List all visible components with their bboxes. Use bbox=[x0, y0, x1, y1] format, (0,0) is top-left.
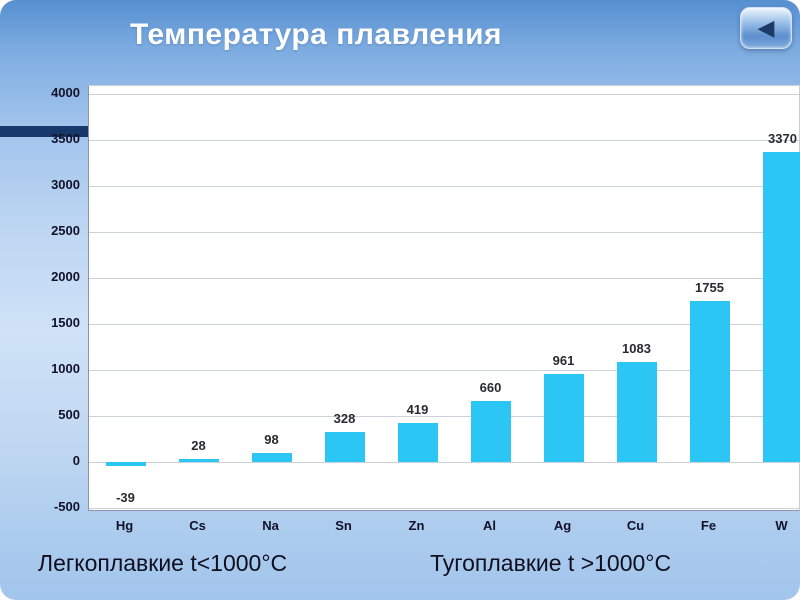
y-axis-tick-label: 3000 bbox=[51, 177, 80, 192]
bar-value-label: -39 bbox=[116, 489, 135, 505]
bar-al bbox=[470, 401, 511, 462]
decorative-stripe bbox=[0, 126, 88, 137]
bar-ag bbox=[543, 373, 584, 462]
bar-zn bbox=[397, 423, 438, 462]
gridline bbox=[89, 140, 799, 141]
gridline bbox=[89, 508, 799, 509]
caption-refractory-metals: Тугоплавкие t >1000°C bbox=[430, 550, 672, 576]
x-axis-label: Cs bbox=[189, 518, 206, 533]
y-axis-tick-label: 2500 bbox=[51, 223, 80, 238]
bar-cs bbox=[178, 459, 219, 462]
y-axis-tick-label: 1500 bbox=[51, 315, 80, 330]
gridline bbox=[89, 416, 799, 417]
gridline bbox=[89, 370, 799, 371]
y-axis-tick-label: 0 bbox=[72, 453, 80, 468]
bar-value-label: 1755 bbox=[695, 279, 724, 295]
x-axis-label: Cu bbox=[626, 518, 645, 533]
x-axis-label: Na bbox=[262, 518, 279, 533]
bar-w bbox=[762, 151, 800, 462]
bar-value-label: 328 bbox=[333, 410, 356, 426]
bar-value-label: 1083 bbox=[622, 341, 651, 357]
x-axis-label: Ag bbox=[553, 518, 572, 533]
bar-value-label: 961 bbox=[552, 352, 575, 368]
gridline bbox=[89, 324, 799, 325]
bar-value-label: 660 bbox=[479, 380, 502, 396]
gridline bbox=[89, 278, 799, 279]
y-axis-tick-label: -500 bbox=[53, 499, 80, 514]
x-axis-label: Hg bbox=[115, 518, 134, 533]
bar-chart: -39 28 98 328 419 660 961 1083 1755 3370 bbox=[88, 85, 800, 511]
back-arrow-icon: ◀ bbox=[757, 15, 775, 40]
x-axis-label: Al bbox=[483, 518, 496, 533]
bar-value-label: 419 bbox=[406, 402, 429, 418]
gridline bbox=[89, 186, 799, 187]
x-axis-label: W bbox=[775, 518, 788, 533]
bar-fe bbox=[689, 300, 730, 462]
bar-na bbox=[251, 452, 292, 462]
x-axis-label: Zn bbox=[408, 518, 425, 533]
x-axis-label: Sn bbox=[335, 518, 352, 533]
x-axis-label: Fe bbox=[700, 518, 717, 533]
bar-cu bbox=[616, 362, 657, 462]
caption-fusible-metals: Легкоплавкие t<1000°C bbox=[38, 550, 288, 576]
gridline bbox=[89, 94, 799, 95]
y-axis-tick-label: 500 bbox=[58, 407, 80, 422]
gridline bbox=[89, 232, 799, 233]
bar-sn bbox=[324, 431, 365, 462]
y-axis-tick-label: 4000 bbox=[51, 85, 80, 100]
y-axis-tick-label: 1000 bbox=[51, 361, 80, 376]
back-button[interactable]: ◀ bbox=[740, 7, 792, 49]
bar-value-label: 98 bbox=[264, 431, 279, 447]
gridline bbox=[89, 462, 799, 463]
y-axis-tick-label: 2000 bbox=[51, 269, 80, 284]
bar-value-label: 3370 bbox=[768, 130, 797, 146]
y-axis-tick-label: 3500 bbox=[51, 131, 80, 146]
slide-title: Температура плавления bbox=[130, 18, 503, 51]
bar-hg bbox=[105, 462, 146, 466]
bar-value-label: 28 bbox=[191, 438, 206, 454]
